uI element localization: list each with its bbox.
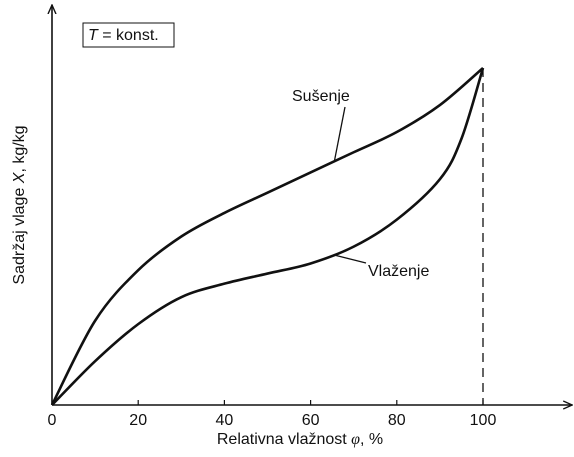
label-leader xyxy=(333,254,367,264)
x-tick-label: 100 xyxy=(470,412,497,429)
x-tick-label: 80 xyxy=(388,412,406,429)
series-label: Sušenje xyxy=(292,88,350,105)
series-line xyxy=(50,67,484,406)
series-label: Vlaženje xyxy=(368,263,429,280)
annotation: T = konst. xyxy=(88,27,159,44)
x-tick-label: 40 xyxy=(216,412,234,429)
x-tick-label: 60 xyxy=(302,412,320,429)
annotation-box xyxy=(82,22,175,48)
x-tick-label: 0 xyxy=(48,412,57,429)
series-line xyxy=(51,67,485,406)
y-axis-label: Sadržaj vlage X, kg/kg xyxy=(11,125,28,284)
label-leader xyxy=(333,106,346,163)
x-axis-label: Relativna vlažnost φ, % xyxy=(217,431,383,449)
x-tick-label: 20 xyxy=(129,412,147,429)
